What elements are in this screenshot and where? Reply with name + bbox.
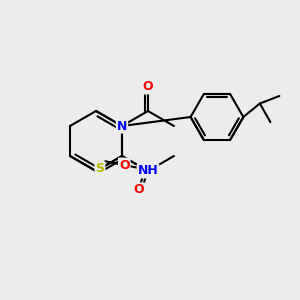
Text: O: O <box>119 159 130 172</box>
Text: NH: NH <box>138 164 158 178</box>
Text: S: S <box>95 162 104 175</box>
Text: N: N <box>117 119 127 133</box>
Text: O: O <box>142 80 153 94</box>
Text: O: O <box>133 183 144 196</box>
